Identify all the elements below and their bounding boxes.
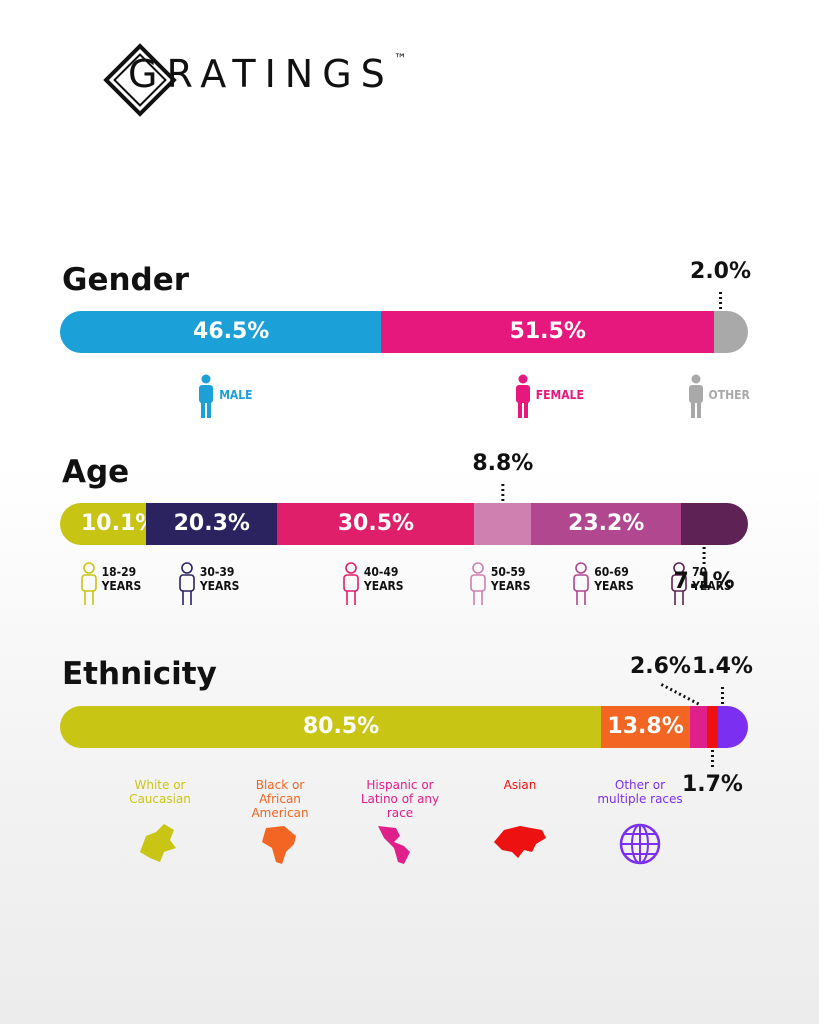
trademark: ™ — [393, 52, 407, 67]
brand: GRATINGS™ — [128, 52, 407, 96]
brand-name: GRATINGS — [128, 52, 394, 96]
legend-label: Black or African American — [251, 778, 309, 820]
bar-segment — [474, 503, 532, 545]
icon — [262, 826, 296, 864]
bar-segment — [706, 706, 718, 748]
icon — [573, 562, 589, 605]
bar-cap — [60, 311, 81, 353]
icon — [378, 826, 410, 864]
bar-segment — [690, 706, 707, 748]
section-title: Age — [62, 454, 130, 490]
legend-label: 60-69 YEARS — [594, 565, 634, 593]
legend-label: Other or multiple races — [597, 778, 683, 806]
value-label: 1.7% — [681, 772, 743, 797]
legend-label: MALE — [219, 388, 253, 402]
value-label: 10.1% — [81, 511, 158, 536]
bar-segment — [381, 311, 715, 353]
value-label: 23.2% — [568, 511, 645, 536]
icon — [199, 374, 214, 418]
legend-label: 50-59 YEARS — [490, 565, 531, 593]
bar-segment — [277, 503, 475, 545]
icon — [494, 826, 546, 858]
bar-segment — [531, 503, 682, 545]
icon — [671, 562, 687, 605]
bar-segment — [717, 706, 727, 748]
icon — [470, 562, 486, 605]
bar-segment — [81, 706, 602, 748]
value-label: 80.5% — [302, 714, 380, 739]
bar-cap — [727, 706, 748, 748]
bar-segment — [81, 503, 147, 545]
legend-label: White or Caucasian — [129, 778, 191, 806]
value-label: 2.6% — [629, 654, 691, 679]
legend-label: Hispanic or Latino of any race — [360, 778, 440, 820]
legend-label: 18-29 YEARS — [101, 565, 142, 593]
legend-label: 40-49 YEARS — [363, 565, 404, 593]
icon — [80, 562, 97, 605]
bar-cap — [60, 706, 81, 748]
value-label: 7.1% — [673, 569, 735, 594]
value-label: 1.4% — [691, 654, 753, 679]
bar-segment — [146, 503, 278, 545]
value-label: 30.5% — [337, 511, 415, 536]
section-title: Ethnicity — [62, 656, 217, 692]
value-label: 51.5% — [509, 319, 586, 344]
icon — [179, 562, 195, 605]
bar-cap — [727, 503, 748, 545]
value-label: 20.3% — [173, 511, 250, 536]
icon — [688, 374, 703, 418]
value-label: 2.0% — [690, 259, 752, 284]
legend-label: FEMALE — [535, 388, 584, 402]
value-label: 13.8% — [607, 714, 684, 739]
bar-segment — [681, 503, 727, 545]
bar-segment — [601, 706, 691, 748]
icon — [619, 823, 661, 865]
legend-label: OTHER — [708, 388, 750, 402]
bar-cap — [727, 311, 748, 353]
legend-label: 30-39 YEARS — [199, 565, 240, 593]
bar-segment — [714, 311, 727, 353]
icon — [140, 824, 176, 862]
value-label: 46.5% — [193, 319, 270, 344]
section-title: Gender — [62, 262, 190, 298]
bar-segment — [81, 311, 382, 353]
logo-diamond — [103, 43, 177, 117]
icon — [515, 374, 530, 418]
bar-cap — [60, 503, 81, 545]
legend-label: Asian — [503, 778, 537, 792]
connector — [659, 682, 700, 706]
icon — [343, 562, 359, 605]
legend-label: 70 YEARS — [692, 565, 732, 593]
value-label: 8.8% — [472, 451, 534, 476]
